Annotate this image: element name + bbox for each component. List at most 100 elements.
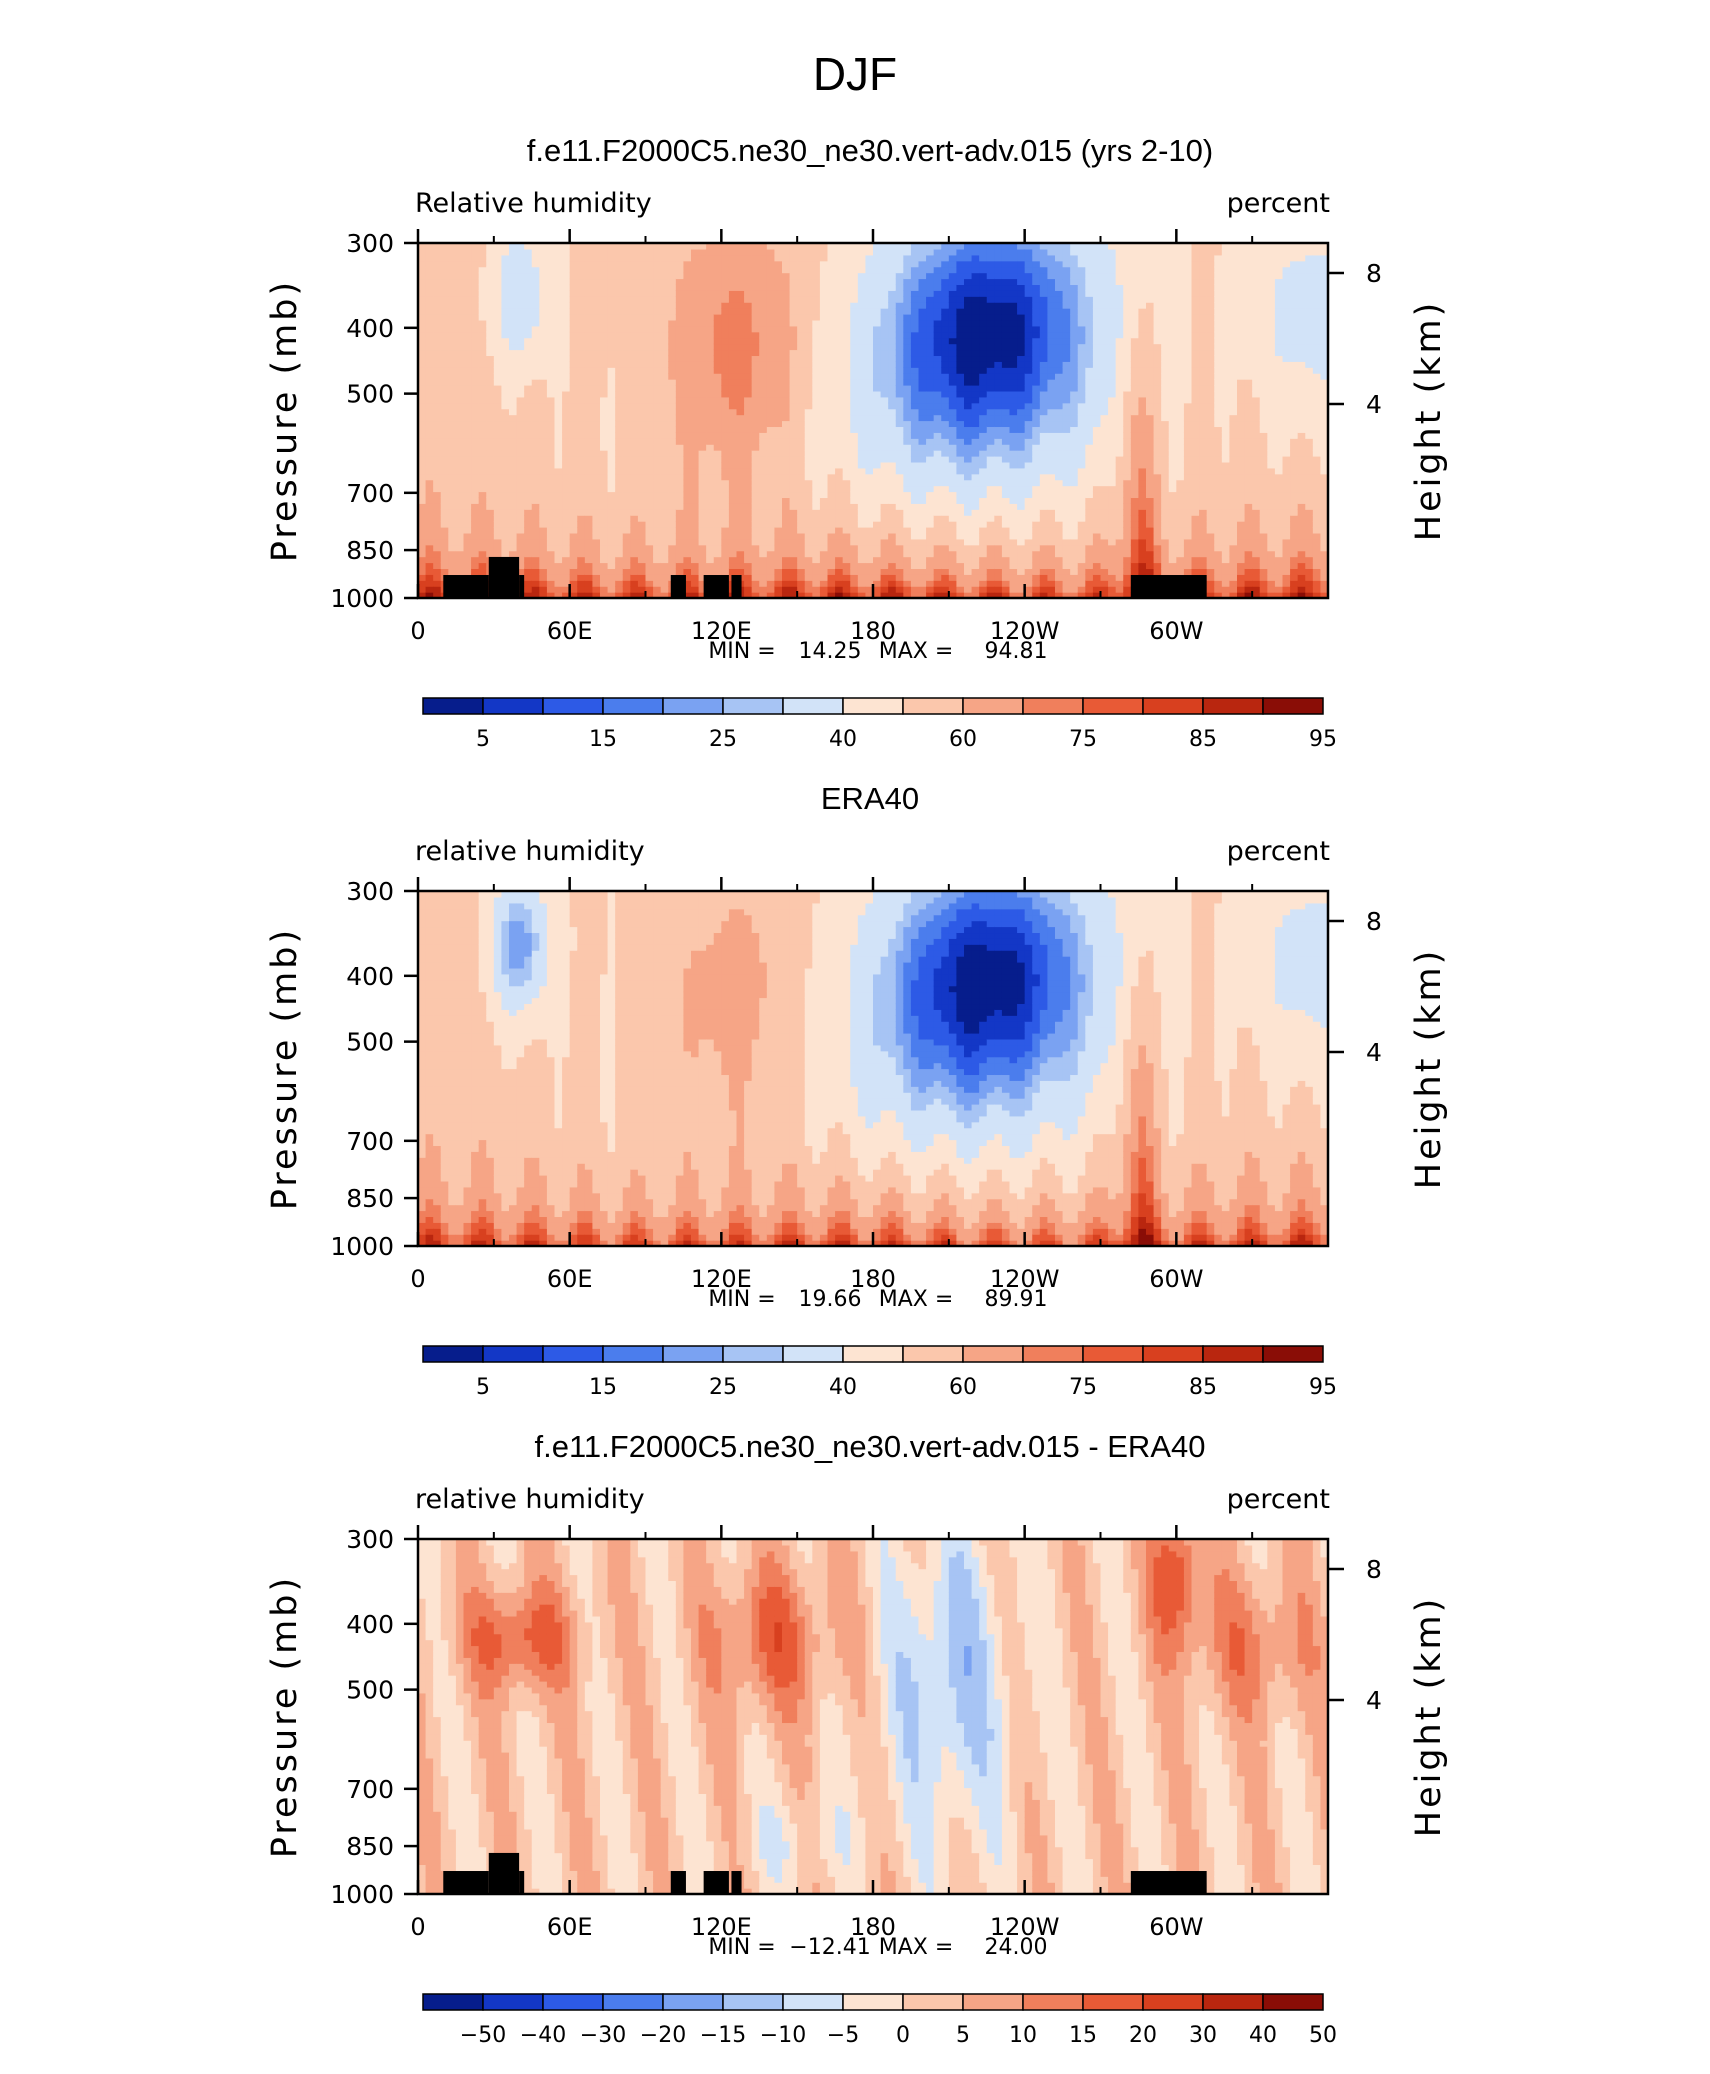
field-cell bbox=[455, 248, 465, 256]
field-cell bbox=[857, 532, 867, 540]
field-cell bbox=[782, 284, 791, 291]
field-cell bbox=[577, 467, 586, 475]
field-cell bbox=[819, 314, 829, 321]
field-cell bbox=[683, 260, 692, 268]
field-cell bbox=[562, 538, 571, 546]
field-cell bbox=[979, 319, 988, 327]
field-cell bbox=[774, 556, 783, 564]
field-cell bbox=[986, 497, 995, 504]
field-cell bbox=[569, 408, 578, 416]
field-cell bbox=[827, 586, 836, 593]
field-cell bbox=[471, 568, 480, 575]
field-cell bbox=[653, 473, 662, 481]
field-cell bbox=[698, 574, 707, 581]
field-cell bbox=[584, 532, 594, 540]
field-cell bbox=[933, 527, 942, 534]
field-cell bbox=[600, 272, 609, 280]
field-cell bbox=[986, 331, 995, 339]
field-cell bbox=[918, 331, 927, 339]
field-cell bbox=[1017, 361, 1026, 368]
field-cell bbox=[433, 574, 442, 581]
field-cell bbox=[531, 497, 540, 504]
field-cell bbox=[493, 385, 503, 392]
field-cell bbox=[1032, 580, 1041, 587]
field-cell bbox=[812, 361, 821, 368]
field-cell bbox=[812, 302, 821, 309]
field-cell bbox=[759, 592, 768, 599]
field-cell bbox=[994, 402, 1003, 410]
field-cell bbox=[577, 444, 586, 451]
field-cell bbox=[964, 491, 973, 499]
field-cell bbox=[941, 390, 950, 398]
field-cell bbox=[1009, 243, 1018, 250]
field-cell bbox=[600, 562, 609, 570]
field-cell bbox=[979, 497, 988, 504]
field-cell bbox=[865, 532, 874, 540]
field-cell bbox=[539, 456, 548, 463]
field-cell bbox=[751, 284, 760, 291]
field-cell bbox=[713, 243, 722, 250]
field-cell bbox=[645, 497, 654, 504]
field-cell bbox=[789, 497, 798, 504]
field-cell bbox=[1001, 331, 1011, 339]
field-cell bbox=[971, 538, 980, 546]
field-cell bbox=[630, 562, 639, 570]
field-cell bbox=[804, 432, 813, 439]
field-cell bbox=[751, 485, 760, 493]
field-cell bbox=[797, 331, 806, 339]
field-cell bbox=[865, 260, 874, 268]
field-cell bbox=[1017, 243, 1026, 250]
field-cell bbox=[569, 544, 578, 552]
field-cell bbox=[516, 532, 525, 540]
field-cell bbox=[600, 432, 609, 439]
field-cell bbox=[478, 343, 487, 351]
field-cell bbox=[698, 284, 707, 291]
field-cell bbox=[971, 284, 980, 291]
field-cell bbox=[736, 349, 745, 357]
field-cell bbox=[842, 527, 851, 534]
field-cell bbox=[819, 550, 829, 558]
field-cell bbox=[425, 432, 434, 439]
field-cell bbox=[941, 532, 950, 540]
field-cell bbox=[1024, 556, 1033, 564]
field-cell bbox=[645, 432, 654, 439]
field-cell bbox=[471, 532, 480, 540]
field-cell bbox=[774, 385, 783, 392]
field-cell bbox=[569, 426, 578, 433]
field-cell bbox=[615, 568, 624, 575]
field-cell bbox=[569, 550, 578, 558]
field-cell bbox=[782, 243, 791, 250]
field-cell bbox=[584, 343, 594, 351]
field-cell bbox=[736, 355, 745, 362]
field-cell bbox=[493, 325, 503, 333]
field-cell bbox=[941, 414, 950, 422]
field-cell bbox=[478, 296, 487, 303]
field-cell bbox=[675, 349, 685, 357]
field-cell bbox=[418, 266, 427, 274]
field-cell bbox=[471, 444, 480, 451]
field-cell bbox=[600, 379, 609, 386]
field-cell bbox=[835, 379, 844, 386]
field-cell bbox=[766, 509, 776, 516]
field-cell bbox=[948, 503, 958, 510]
field-cell bbox=[895, 390, 904, 398]
field-cell bbox=[668, 479, 677, 487]
field-cell bbox=[842, 361, 851, 368]
field-cell bbox=[1024, 438, 1033, 445]
field-cell bbox=[759, 444, 768, 451]
field-cell bbox=[1039, 426, 1049, 433]
field-cell bbox=[668, 432, 677, 439]
field-cell bbox=[789, 527, 798, 534]
field-cell bbox=[986, 355, 995, 362]
field-cell bbox=[782, 385, 791, 392]
field-cell bbox=[964, 414, 973, 422]
field-cell bbox=[440, 538, 449, 546]
field-cell bbox=[827, 426, 836, 433]
field-cell bbox=[584, 556, 594, 564]
field-cell bbox=[782, 308, 791, 315]
field-cell bbox=[683, 254, 692, 262]
field-cell bbox=[1009, 308, 1018, 315]
field-cell bbox=[471, 420, 480, 428]
field-cell bbox=[433, 355, 442, 362]
field-cell bbox=[933, 379, 942, 386]
